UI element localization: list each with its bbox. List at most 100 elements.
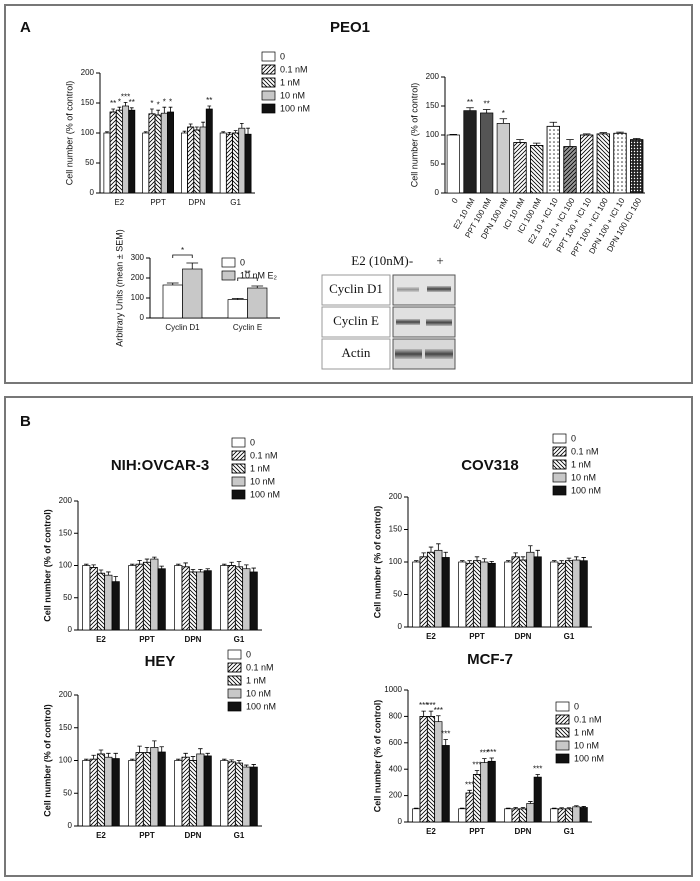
y-tick-label: 300 bbox=[131, 253, 145, 262]
y-tick-label: 150 bbox=[426, 101, 440, 110]
bar bbox=[160, 112, 168, 194]
legend-swatch-pattern bbox=[555, 714, 570, 725]
error-bar bbox=[559, 560, 564, 564]
legend-label: 0.1 nM bbox=[571, 446, 599, 456]
blot-band bbox=[395, 349, 422, 359]
bar-pattern bbox=[115, 109, 123, 194]
error-bar bbox=[428, 546, 434, 553]
error-bar bbox=[98, 569, 104, 574]
error-bar bbox=[528, 545, 533, 553]
error-bar bbox=[207, 105, 212, 109]
bar bbox=[203, 570, 212, 631]
error-bar bbox=[436, 715, 441, 722]
significance-marker: * bbox=[169, 97, 172, 106]
significance-marker: ** bbox=[206, 96, 212, 105]
legend-label: 100 nM bbox=[574, 753, 604, 763]
error-bar bbox=[205, 752, 210, 756]
x-tick-label: DPN bbox=[185, 635, 202, 644]
legend-label: 10 nM bbox=[571, 472, 596, 482]
blot-label-box bbox=[321, 306, 391, 338]
blot-band bbox=[426, 319, 452, 326]
chart-title: NIH:OVCAR-3 bbox=[111, 457, 209, 474]
blot-row-label: Actin bbox=[342, 345, 371, 360]
error-bar bbox=[535, 774, 540, 778]
error-bar bbox=[436, 543, 441, 551]
bar bbox=[122, 105, 130, 194]
legend-label: 0.1 nM bbox=[246, 662, 274, 672]
legend-swatch-pattern bbox=[552, 446, 567, 457]
bar bbox=[227, 299, 248, 319]
legend-swatch bbox=[552, 472, 567, 483]
legend-label: 100 nM bbox=[571, 485, 601, 495]
legend-label: 10 nM bbox=[574, 740, 599, 750]
significance-marker: *** bbox=[426, 701, 435, 710]
error-bar bbox=[183, 752, 188, 758]
y-axis-label: Cell number (% of control) bbox=[372, 700, 382, 813]
bar bbox=[463, 110, 477, 194]
y-axis-label: Cell number (% of control) bbox=[372, 506, 382, 619]
y-tick-label: 600 bbox=[389, 738, 403, 747]
error-bar bbox=[559, 807, 564, 809]
legend-label: 10 nM E₂ bbox=[240, 270, 278, 280]
error-bar bbox=[599, 132, 608, 134]
legend-label: 100 nM bbox=[246, 701, 276, 711]
significance-marker: *** bbox=[465, 780, 474, 789]
significance-marker: *** bbox=[533, 765, 542, 774]
error-bar bbox=[516, 139, 524, 143]
bar bbox=[82, 760, 91, 827]
bar bbox=[220, 565, 229, 631]
legend-swatch bbox=[555, 740, 570, 751]
bar bbox=[458, 808, 467, 823]
legend-label: 10 nM bbox=[250, 476, 275, 486]
x-tick-label: E2 bbox=[96, 635, 106, 644]
error-bar bbox=[574, 805, 579, 807]
legend-label: 0 bbox=[240, 257, 245, 267]
bar-pattern bbox=[89, 758, 98, 827]
y-tick-label: 0 bbox=[398, 817, 403, 826]
legend-swatch-pattern bbox=[231, 450, 246, 461]
bar-pattern bbox=[225, 133, 233, 194]
bar bbox=[572, 806, 581, 823]
y-tick-label: 200 bbox=[389, 492, 403, 501]
error-bar bbox=[188, 123, 193, 127]
error-bar bbox=[159, 746, 164, 752]
error-bar bbox=[581, 557, 586, 561]
error-bar bbox=[221, 131, 226, 133]
error-bar bbox=[581, 806, 586, 808]
x-tick-label: DPN bbox=[515, 827, 532, 836]
bar-pattern bbox=[530, 145, 544, 194]
y-tick-label: 150 bbox=[81, 98, 95, 107]
bar bbox=[203, 755, 212, 827]
y-tick-label: 50 bbox=[85, 158, 94, 167]
error-bar bbox=[414, 807, 419, 809]
blot-lane: - bbox=[409, 253, 413, 268]
bar-pattern bbox=[557, 562, 566, 628]
error-bar bbox=[421, 710, 426, 717]
error-bar bbox=[520, 556, 526, 561]
bar-pattern bbox=[234, 762, 244, 827]
legend-label: 100 nM bbox=[250, 489, 280, 499]
bar bbox=[196, 571, 205, 631]
legend-label: 0 bbox=[571, 433, 576, 443]
bar-pattern bbox=[511, 808, 520, 823]
error-bar bbox=[566, 807, 572, 809]
y-axis-label: Cell number (% of control) bbox=[64, 81, 74, 186]
x-tick-label: E2 bbox=[426, 827, 436, 836]
bar-pattern bbox=[135, 752, 144, 827]
panel-label: B bbox=[20, 413, 31, 430]
bar bbox=[142, 132, 150, 194]
chart-title: COV318 bbox=[461, 457, 519, 474]
bar-pattern bbox=[564, 560, 574, 628]
bar bbox=[182, 268, 203, 319]
y-tick-label: 200 bbox=[426, 72, 440, 81]
legend-swatch bbox=[227, 649, 242, 660]
bar-pattern bbox=[557, 808, 566, 823]
y-tick-label: 400 bbox=[389, 764, 403, 773]
error-bar bbox=[137, 559, 142, 565]
error-bar bbox=[532, 142, 541, 146]
error-bar bbox=[106, 571, 111, 576]
panel-title: PEO1 bbox=[330, 19, 370, 36]
error-bar bbox=[113, 752, 118, 759]
legend-swatch bbox=[552, 433, 567, 444]
y-tick-label: 150 bbox=[59, 723, 73, 732]
